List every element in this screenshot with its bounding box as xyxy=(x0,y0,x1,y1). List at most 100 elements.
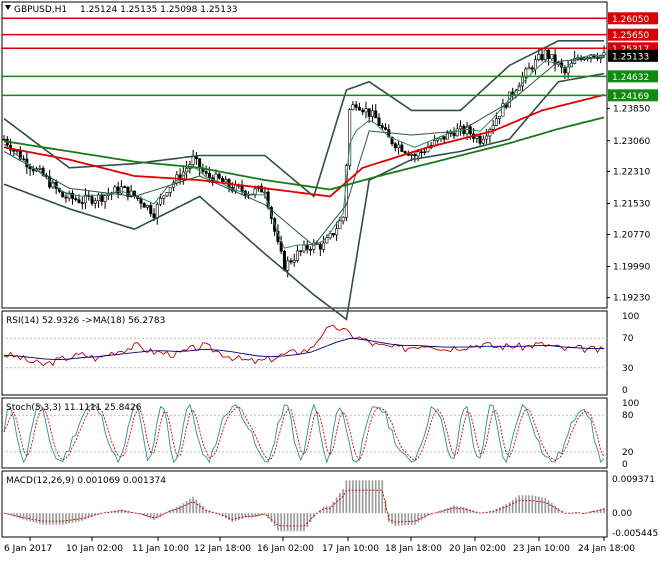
candle-body xyxy=(77,199,81,203)
rsi-axis-label: 100 xyxy=(622,312,639,322)
candle-body xyxy=(217,173,221,179)
rsi-axis-label: 0 xyxy=(622,386,628,396)
rsi-axis-label: 70 xyxy=(622,334,634,344)
candle-body xyxy=(341,217,345,222)
candle-body xyxy=(123,186,127,188)
time-axis-label: 6 Jan 2017 xyxy=(4,544,52,554)
time-axis-label: 18 Jan 18:00 xyxy=(385,544,442,554)
candle-body xyxy=(103,195,107,202)
candle-body xyxy=(390,136,394,145)
candle-body xyxy=(498,115,502,119)
candle-body xyxy=(397,144,401,149)
time-axis-label: 12 Jan 18:00 xyxy=(194,544,251,554)
support-level-label: 1.24169 xyxy=(612,92,649,102)
candle-body xyxy=(116,186,120,194)
candle-body xyxy=(325,237,329,244)
candle-body xyxy=(364,108,368,113)
candle-body xyxy=(459,125,463,130)
candle-body xyxy=(361,109,365,113)
candle-body xyxy=(282,250,286,271)
candle-body xyxy=(335,228,339,236)
candle-body xyxy=(540,54,544,60)
candle-body xyxy=(374,110,378,119)
candle-body xyxy=(263,191,267,194)
candle-body xyxy=(413,154,417,157)
candle-body xyxy=(165,192,169,197)
candle-body xyxy=(67,192,71,199)
candle-body xyxy=(494,118,498,126)
candle-body xyxy=(139,198,143,204)
stoch-signal-line xyxy=(3,404,605,462)
candle-body xyxy=(380,125,384,128)
time-axis-label: 17 Jan 10:00 xyxy=(322,544,379,554)
price-axis-label: 1.23850 xyxy=(613,104,650,114)
red-ma-line xyxy=(3,94,605,198)
candle-body xyxy=(220,177,224,183)
rsi-panel-frame xyxy=(1,310,608,396)
time-axis-label: 24 Jan 18:00 xyxy=(578,544,635,554)
candle-body xyxy=(204,171,208,174)
candle-body xyxy=(162,195,166,199)
candle-body xyxy=(370,110,374,117)
price-axis-label: 1.19230 xyxy=(613,294,650,304)
rsi-panel xyxy=(2,324,607,369)
candle-body xyxy=(309,249,313,251)
candle-body xyxy=(403,151,407,154)
candle-body xyxy=(149,205,153,215)
candle-body xyxy=(28,166,32,170)
candle-body xyxy=(155,203,159,219)
resistance-level-tag xyxy=(608,28,658,41)
candle-body xyxy=(351,104,355,111)
candle-body xyxy=(410,154,414,156)
bollinger-upper-line xyxy=(3,40,604,198)
stoch-axis-label: 0 xyxy=(622,460,628,470)
stoch-axis-label: 20 xyxy=(622,448,634,458)
candle-body xyxy=(299,250,303,253)
candle-body xyxy=(2,138,6,141)
candle-body xyxy=(452,132,456,137)
time-axis-label: 16 Jan 02:00 xyxy=(257,544,314,554)
macd-axis-label: 0.00 xyxy=(612,509,632,519)
candle-body xyxy=(530,67,534,70)
time-axis-label: 11 Jan 10:00 xyxy=(132,544,189,554)
time-axis-label: 23 Jan 10:00 xyxy=(513,544,570,554)
candle-body xyxy=(64,196,68,199)
candle-body xyxy=(318,244,322,250)
candle-body xyxy=(423,151,427,154)
macd-title: MACD(12,26,9) 0.001069 0.001374 xyxy=(6,476,166,486)
candle-body xyxy=(100,194,104,202)
candle-body xyxy=(328,233,332,239)
candle-body xyxy=(481,138,485,144)
candle-body xyxy=(240,185,244,192)
candle-body xyxy=(152,213,156,219)
stoch-axis-label: 100 xyxy=(622,399,639,409)
candle-body xyxy=(348,109,352,166)
candle-body xyxy=(90,196,94,204)
price-axis-label: 1.21530 xyxy=(613,199,650,209)
candle-body xyxy=(302,244,306,252)
candle-body xyxy=(436,138,440,141)
candle-body xyxy=(312,242,316,250)
macd-panel xyxy=(3,480,605,532)
time-axis-label: 10 Jan 02:00 xyxy=(66,544,123,554)
candle-body xyxy=(547,49,551,60)
candle-body xyxy=(207,173,211,178)
candle-body xyxy=(305,244,309,250)
candle-body xyxy=(142,203,146,208)
candle-body xyxy=(159,198,163,205)
candle-body xyxy=(393,143,397,149)
candle-body xyxy=(70,192,74,199)
candle-body xyxy=(191,156,195,165)
candle-body xyxy=(491,125,495,130)
candle-body xyxy=(478,135,482,144)
resistance-level-label: 1.25650 xyxy=(612,31,649,41)
candle-body xyxy=(289,260,293,263)
candle-body xyxy=(550,54,554,60)
current-price-tag xyxy=(608,49,658,62)
dropdown-triangle-icon[interactable] xyxy=(5,5,11,10)
candle-body xyxy=(357,107,361,111)
candle-body xyxy=(38,167,42,170)
candle-body xyxy=(602,52,606,56)
rsi-ma-line xyxy=(3,337,604,361)
